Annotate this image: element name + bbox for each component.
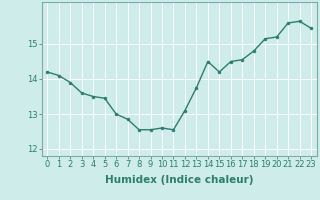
- X-axis label: Humidex (Indice chaleur): Humidex (Indice chaleur): [105, 175, 253, 185]
